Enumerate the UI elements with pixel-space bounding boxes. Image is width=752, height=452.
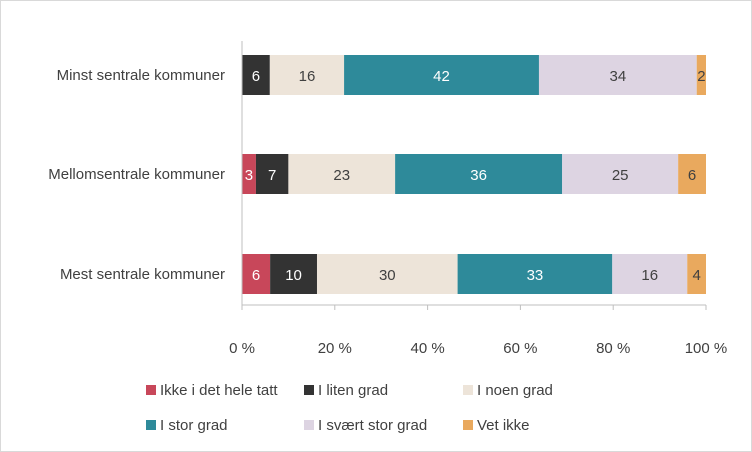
data-label: 33 (527, 267, 544, 284)
bar-segment (316, 254, 458, 294)
category-label: Minst sentrale kommuner (57, 67, 225, 84)
x-tick-label: 20 % (318, 340, 352, 357)
legend-swatch (463, 385, 473, 395)
data-label: 6 (252, 267, 260, 284)
bar-segment (288, 154, 396, 194)
data-label: 25 (612, 167, 629, 184)
bar-segment (562, 154, 679, 194)
bar-segment (696, 55, 706, 95)
data-label: 10 (285, 267, 302, 284)
legend-label: Vet ikke (477, 417, 530, 434)
bar-segment (678, 154, 706, 194)
bar-segment (270, 254, 317, 294)
x-tick-label: 100 % (685, 340, 728, 357)
data-label: 16 (641, 267, 658, 284)
legend-swatch (146, 420, 156, 430)
legend-label: I noen grad (477, 382, 553, 399)
bar-segment (344, 55, 539, 95)
bar-segment (612, 254, 688, 294)
legend-swatch (304, 420, 314, 430)
category-label: Mellomsentrale kommuner (48, 166, 225, 183)
data-label: 23 (333, 167, 350, 184)
bar-segment (457, 254, 613, 294)
data-label: 6 (688, 167, 696, 184)
bar-segment (538, 55, 697, 95)
legend-swatch (463, 420, 473, 430)
legend-swatch (304, 385, 314, 395)
bar-segment (687, 254, 706, 294)
data-label: 34 (609, 68, 626, 85)
legend-label: I stor grad (160, 417, 228, 434)
data-label: 30 (379, 267, 396, 284)
bar-segment (242, 254, 271, 294)
bar-segment (255, 154, 289, 194)
data-label: 4 (692, 267, 700, 284)
x-tick-label: 0 % (229, 340, 255, 357)
data-label: 36 (470, 167, 487, 184)
legend-label: Ikke i det hele tatt (160, 382, 278, 399)
data-label: 2 (697, 68, 705, 85)
legend-label: I svært stor grad (318, 417, 427, 434)
bar-segment (242, 154, 256, 194)
x-tick-label: 60 % (503, 340, 537, 357)
bar-segment (395, 154, 563, 194)
bar-segment (269, 55, 345, 95)
category-label: Mest sentrale kommuner (60, 266, 225, 283)
legend-swatch (146, 385, 156, 395)
x-tick-label: 80 % (596, 340, 630, 357)
data-label: 16 (299, 68, 316, 85)
data-label: 3 (245, 167, 253, 184)
x-tick-label: 40 % (410, 340, 444, 357)
data-label: 7 (268, 167, 276, 184)
legend-label: I liten grad (318, 382, 388, 399)
data-label: 42 (433, 68, 450, 85)
data-label: 6 (252, 68, 260, 85)
bar-segment (242, 55, 270, 95)
